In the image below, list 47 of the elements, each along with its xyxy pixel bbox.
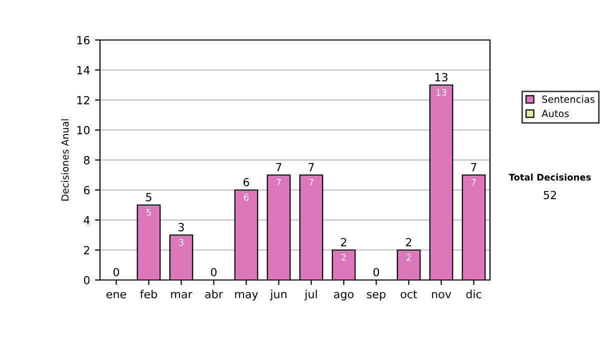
data-label: 2 bbox=[406, 254, 411, 261]
x-tick-label: may bbox=[235, 292, 258, 300]
y-tick-label: 8 bbox=[84, 156, 90, 164]
data-label: 7 bbox=[472, 179, 476, 186]
text: 52 bbox=[544, 190, 556, 200]
total-label: 0 bbox=[373, 268, 380, 276]
text: Total Decisiones bbox=[508, 174, 591, 181]
legend-label: Sentencias bbox=[542, 95, 594, 103]
total-label: 5 bbox=[146, 193, 152, 202]
y-tick-label: 6 bbox=[84, 186, 90, 194]
total-label: 7 bbox=[471, 163, 476, 172]
y-tick-label: 10 bbox=[77, 126, 90, 134]
total-label: 13 bbox=[435, 72, 448, 82]
y-tick-label: 4 bbox=[84, 216, 90, 224]
data-label: 2 bbox=[342, 254, 346, 261]
x-tick-label: oct bbox=[400, 290, 418, 298]
x-tick-label: mar bbox=[171, 292, 192, 298]
x-tick-label: dic bbox=[466, 290, 482, 298]
data-label: 6 bbox=[244, 194, 249, 201]
x-tick-label: ene bbox=[106, 292, 126, 298]
y-tick-label: 14 bbox=[77, 66, 90, 74]
total-label: 7 bbox=[276, 163, 282, 172]
y-tick-label: 16 bbox=[77, 36, 90, 44]
data-label: 3 bbox=[179, 238, 184, 246]
y-tick-label: 0 bbox=[84, 276, 90, 284]
x-tick-label: jun bbox=[270, 290, 286, 300]
total-label: 0 bbox=[210, 268, 217, 276]
data-label: 7 bbox=[276, 179, 281, 186]
x-tick-label: nov bbox=[432, 292, 452, 298]
y-tick-label: 12 bbox=[77, 96, 90, 104]
x-tick-label: sep bbox=[367, 292, 386, 300]
data-label: 7 bbox=[309, 179, 314, 186]
x-tick-label: ago bbox=[334, 292, 354, 300]
x-tick-label: jul bbox=[304, 290, 317, 300]
x-tick-label: feb bbox=[140, 290, 158, 298]
data-label: 13 bbox=[436, 88, 446, 96]
y-axis-title: Decisiones Anual bbox=[61, 119, 69, 201]
total-label: 3 bbox=[178, 222, 184, 232]
total-label: 7 bbox=[308, 163, 314, 172]
total-label: 0 bbox=[113, 268, 120, 276]
total-label: 6 bbox=[243, 178, 250, 186]
total-label: 2 bbox=[406, 238, 412, 246]
legend-label: Autos bbox=[542, 110, 569, 118]
data-label: 5 bbox=[146, 209, 151, 216]
total-label: 2 bbox=[341, 238, 346, 246]
x-tick-label: abr bbox=[205, 290, 223, 298]
y-tick-label: 2 bbox=[84, 246, 90, 254]
